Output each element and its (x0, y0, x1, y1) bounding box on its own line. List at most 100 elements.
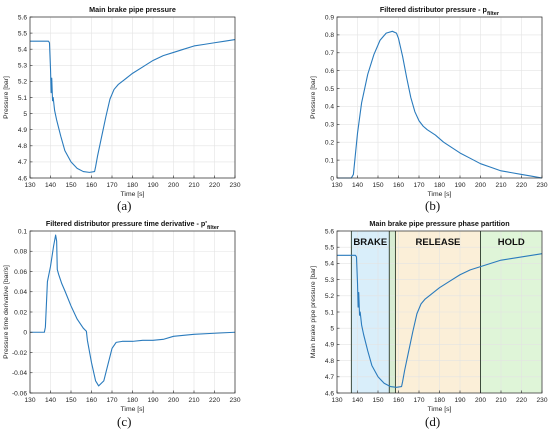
chart2-ytick-label-6: 0.6 (325, 68, 334, 75)
panel-label-c: (c) (117, 414, 132, 429)
chart2-title: Filtered distributor pressure - pfilter (380, 5, 500, 17)
chart1-ytick-label-4: 5 (23, 111, 27, 118)
chart3-series-line-0 (30, 234, 236, 387)
chart1-ytick-label-9: 5.5 (18, 30, 27, 37)
chart4-xtick-label-10: 230 (536, 397, 547, 404)
chart3-ytick-label-0: -0.06 (12, 390, 27, 397)
chart1-xtick-label-5: 180 (127, 182, 138, 189)
chart4-ytick-label-7: 5.3 (325, 277, 334, 284)
chart4-title: Main brake pipe pressure phase partition (369, 219, 509, 228)
chart2-ytick-label-9: 0.9 (325, 14, 334, 21)
chart1-xtick-label-9: 220 (209, 182, 220, 189)
chart4-ytick-label-5: 5.1 (325, 309, 334, 316)
chart3-title: Filtered distributor pressure time deriv… (46, 219, 220, 231)
chart1-ytick-label-3: 4.9 (18, 127, 27, 134)
chart2-xtick-label-1: 140 (352, 182, 363, 189)
chart3-xtick-label-9: 220 (209, 397, 220, 404)
chart4-ytick-label-4: 5 (330, 326, 334, 333)
chart1-ytick-label-0: 4.6 (18, 175, 27, 182)
chart1-xtick-label-0: 130 (24, 182, 35, 189)
chart1-ytick-label-7: 5.3 (18, 63, 27, 70)
chart1-xtick-label-4: 170 (106, 182, 117, 189)
chart3-xtick-label-6: 190 (147, 397, 158, 404)
chart2-xtick-label-7: 200 (475, 182, 486, 189)
chart3-xtick-label-7: 200 (168, 397, 179, 404)
chart2-ytick-label-7: 0.7 (325, 50, 334, 57)
chart2-xtick-label-5: 180 (434, 182, 445, 189)
chart2-ytick-label-5: 0.5 (325, 86, 334, 93)
chart1-ytick-label-10: 5.6 (18, 14, 27, 21)
chart2-xlabel: Time [s] (428, 191, 452, 198)
chart4-region-label-3: HOLD (498, 237, 525, 248)
chart3-xtick-label-5: 180 (127, 397, 138, 404)
chart4-ytick-label-0: 4.6 (325, 390, 334, 397)
chart3-ytick-label-8: 0.1 (18, 228, 27, 235)
chart3-ytick-label-7: 0.08 (14, 249, 27, 256)
chart4-xtick-label-4: 170 (413, 397, 424, 404)
chart4-ytick-label-3: 4.9 (325, 342, 334, 349)
chart1-xtick-label-3: 160 (86, 182, 97, 189)
chart3-ytick-label-2: -0.02 (12, 350, 27, 357)
chart3-xtick-label-8: 210 (188, 397, 199, 404)
chart1-xtick-label-1: 140 (45, 182, 56, 189)
chart4-ytick-label-2: 4.8 (325, 358, 334, 365)
chart4-region-label-0: BRAKE (353, 237, 387, 248)
chart1-xtick-label-2: 150 (65, 182, 76, 189)
chart1-xtick-label-6: 190 (147, 182, 158, 189)
chart2-xtick-label-6: 190 (454, 182, 465, 189)
chart4-ytick-label-1: 4.7 (325, 374, 334, 381)
chart1-xtick-label-8: 210 (188, 182, 199, 189)
chart4-xtick-label-7: 200 (475, 397, 486, 404)
chart3-xtick-label-1: 140 (45, 397, 56, 404)
chart4-series-line-0 (337, 253, 543, 388)
chart1-ytick-label-6: 5.2 (18, 79, 27, 86)
chart1-xtick-label-10: 230 (229, 182, 240, 189)
chart3-title-subscript: filter (207, 225, 220, 231)
chart3-xtick-label-2: 150 (65, 397, 76, 404)
chart2-ytick-label-0: 0 (330, 175, 334, 182)
chart2-series-line-0 (337, 30, 543, 179)
chart2-xtick-label-2: 150 (372, 182, 383, 189)
chart1-series-line-0 (30, 38, 236, 173)
chart4-xtick-label-1: 140 (352, 397, 363, 404)
chart4-region-label-2: RELEASE (416, 237, 461, 248)
chart2-xtick-label-3: 160 (393, 182, 404, 189)
chart1-xlabel: Time [s] (121, 191, 145, 198)
chart3-xtick-label-4: 170 (106, 397, 117, 404)
chart3-xtick-label-10: 230 (229, 397, 240, 404)
chart4-xtick-label-0: 130 (331, 397, 342, 404)
chart1-ytick-label-2: 4.8 (18, 143, 27, 150)
chart1-title: Main brake pipe pressure (89, 5, 176, 14)
chart3-xtick-label-0: 130 (24, 397, 35, 404)
chart1-xtick-label-7: 200 (168, 182, 179, 189)
panel-label-d: (d) (425, 414, 441, 429)
chart2-ytick-label-8: 0.8 (325, 32, 334, 39)
chart3-ytick-label-3: 0 (23, 330, 27, 337)
chart4-xtick-label-8: 210 (495, 397, 506, 404)
chart4-ytick-label-9: 5.5 (325, 245, 334, 252)
chart3-xlabel: Time [s] (121, 406, 145, 413)
chart2-xtick-label-0: 130 (331, 182, 342, 189)
chart1-ytick-label-1: 4.7 (18, 159, 27, 166)
chart4-ytick-label-8: 5.4 (325, 261, 334, 268)
chart4-xtick-label-6: 190 (454, 397, 465, 404)
chart1-ytick-label-5: 5.1 (18, 95, 27, 102)
chart3-ytick-label-5: 0.04 (14, 289, 27, 296)
chart2-ytick-label-1: 0.1 (325, 157, 334, 164)
chart2-ytick-label-2: 0.2 (325, 140, 334, 147)
chart4-ylabel: Main brake pipe pressure [bar] (310, 266, 317, 358)
chart3-ytick-label-6: 0.06 (14, 269, 27, 276)
chart2-ylabel: Pressure [bar] (310, 76, 317, 119)
chart2-ytick-label-4: 0.4 (325, 104, 334, 111)
chart4-xtick-label-9: 220 (516, 397, 527, 404)
chart2-xtick-label-10: 230 (536, 182, 547, 189)
chart4-xlabel: Time [s] (428, 406, 452, 413)
chart3-ylabel: Pressure time derivative [bar/s] (3, 265, 10, 359)
panel-label-b: (b) (425, 198, 441, 213)
chart3-xtick-label-3: 160 (86, 397, 97, 404)
chart3-ytick-label-1: -0.04 (12, 370, 27, 377)
chart1-ytick-label-8: 5.4 (18, 47, 27, 54)
chart2-ytick-label-3: 0.3 (325, 122, 334, 129)
chart1-ylabel: Pressure [bar] (3, 76, 10, 119)
